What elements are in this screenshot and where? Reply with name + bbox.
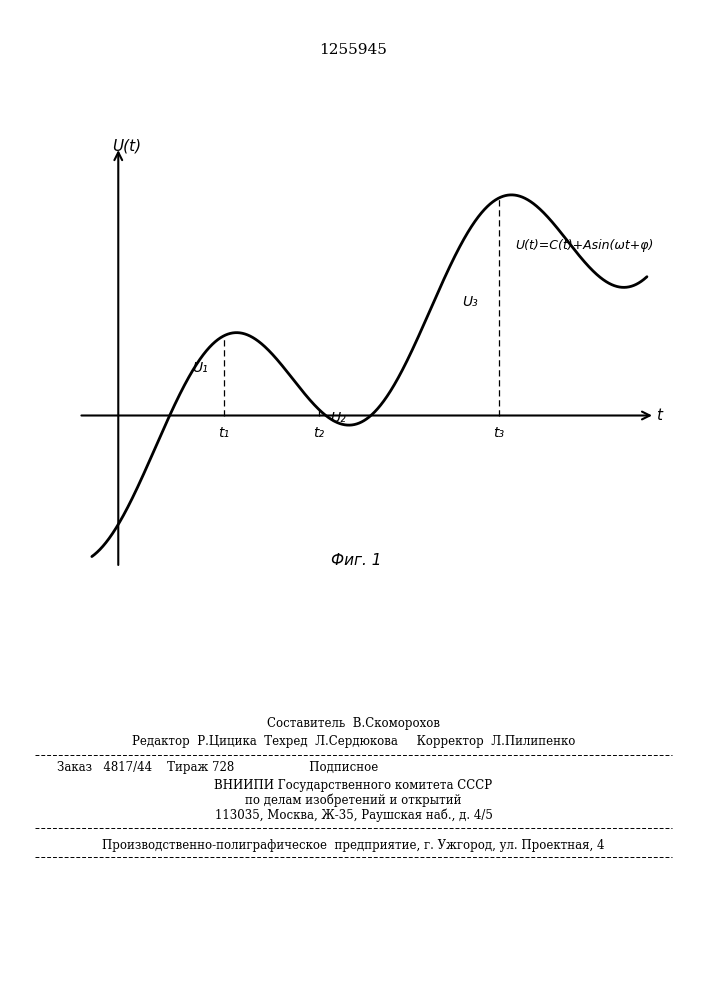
Text: U₂: U₂ (329, 411, 346, 425)
Text: t₁: t₁ (218, 426, 230, 440)
Text: t₂: t₂ (314, 426, 325, 440)
Text: U(t)=C(t)+Asin(ωt+φ): U(t)=C(t)+Asin(ωt+φ) (515, 239, 653, 252)
Text: по делам изобретений и открытий: по делам изобретений и открытий (245, 793, 462, 807)
Text: 113035, Москва, Ж-35, Раушская наб., д. 4/5: 113035, Москва, Ж-35, Раушская наб., д. … (214, 808, 493, 822)
Text: 1255945: 1255945 (320, 43, 387, 57)
Text: t₃: t₃ (493, 426, 505, 440)
Text: U₃: U₃ (462, 295, 478, 309)
Text: Составитель  В.Скоморохов: Составитель В.Скоморохов (267, 718, 440, 730)
Text: Заказ   4817/44    Тираж 728                    Подписное: Заказ 4817/44 Тираж 728 Подписное (57, 762, 378, 774)
Text: Фиг. 1: Фиг. 1 (331, 553, 381, 568)
Text: U₁: U₁ (192, 361, 208, 375)
Text: Производственно-полиграфическое  предприятие, г. Ужгород, ул. Проектная, 4: Производственно-полиграфическое предприя… (103, 838, 604, 852)
Text: ВНИИПИ Государственного комитета СССР: ВНИИПИ Государственного комитета СССР (214, 778, 493, 792)
Text: t: t (657, 408, 662, 423)
Text: Редактор  Р.Цицика  Техред  Л.Сердюкова     Корректор  Л.Пилипенко: Редактор Р.Цицика Техред Л.Сердюкова Кор… (132, 736, 575, 748)
Text: U(t): U(t) (112, 138, 141, 153)
